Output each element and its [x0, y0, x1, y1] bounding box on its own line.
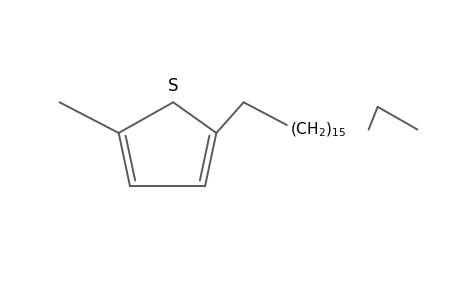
- Text: (CH$_2$)$_{15}$: (CH$_2$)$_{15}$: [290, 120, 346, 139]
- Text: S: S: [168, 77, 178, 95]
